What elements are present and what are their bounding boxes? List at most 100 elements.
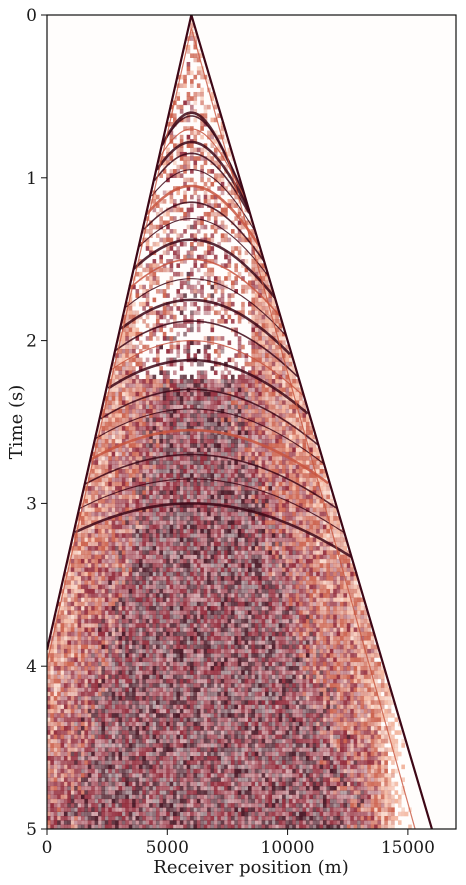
coda-cell: [162, 773, 167, 778]
coda-cell: [203, 310, 208, 316]
coda-cell: [190, 468, 194, 474]
coda-cell: [74, 614, 78, 620]
coda-cell: [104, 773, 109, 778]
coda-cell: [183, 815, 187, 821]
coda-cell: [159, 408, 163, 414]
coda-cell: [196, 593, 201, 598]
coda-cell: [183, 74, 187, 80]
coda-cell: [169, 379, 174, 384]
coda-cell: [176, 648, 181, 654]
coda-cell: [84, 644, 88, 650]
coda-cell: [115, 606, 119, 611]
coda-cell: [118, 700, 123, 705]
coda-cell: [190, 708, 194, 714]
coda-cell: [190, 374, 194, 380]
coda-cell: [67, 713, 71, 718]
coda-cell: [47, 773, 51, 778]
coda-cell: [196, 777, 201, 783]
coda-cell: [169, 276, 174, 281]
coda-cell: [121, 666, 126, 671]
coda-cell: [183, 636, 187, 641]
coda-cell: [138, 593, 143, 598]
coda-cell: [203, 160, 208, 166]
coda-cell: [149, 661, 153, 667]
coda-cell: [190, 151, 194, 157]
coda-cell: [111, 387, 116, 393]
coda-cell: [152, 310, 157, 316]
coda-cell: [186, 533, 191, 538]
coda-cell: [87, 786, 92, 791]
coda-cell: [138, 610, 143, 615]
coda-cell: [152, 413, 157, 418]
coda-cell: [121, 460, 126, 465]
coda-cell: [121, 661, 126, 667]
coda-cell: [183, 623, 187, 628]
coda-cell: [149, 657, 153, 663]
coda-cell: [193, 383, 198, 388]
coda-cell: [186, 91, 191, 97]
coda-cell: [50, 726, 54, 731]
coda-cell: [173, 700, 177, 705]
coda-cell: [132, 824, 136, 829]
coda-cell: [196, 773, 201, 778]
coda-cell: [155, 289, 160, 294]
coda-cell: [132, 610, 136, 615]
coda-cell: [162, 306, 167, 311]
coda-cell: [142, 447, 146, 453]
coda-cell: [101, 563, 106, 568]
coda-cell: [87, 756, 92, 761]
coda-cell: [169, 554, 174, 560]
coda-cell: [111, 473, 116, 478]
coda-cell: [135, 498, 140, 504]
coda-cell: [104, 653, 109, 658]
coda-cell: [94, 511, 99, 517]
coda-cell: [183, 241, 187, 247]
coda-cell: [190, 790, 194, 795]
coda-cell: [169, 571, 174, 577]
coda-cell: [169, 687, 174, 693]
coda-cell: [196, 824, 201, 829]
coda-cell: [138, 614, 143, 620]
coda-cell: [121, 815, 126, 821]
coda-cell: [169, 421, 174, 427]
coda-cell: [193, 246, 198, 251]
coda-cell: [179, 691, 184, 697]
coda-cell: [200, 721, 204, 727]
coda-cell: [138, 400, 143, 406]
coda-cell: [98, 481, 102, 487]
coda-cell: [138, 666, 143, 671]
coda-cell: [145, 700, 150, 705]
coda-cell: [159, 486, 163, 491]
coda-cell: [84, 494, 88, 500]
coda-cell: [166, 507, 170, 513]
coda-cell: [166, 691, 170, 697]
coda-cell: [152, 713, 157, 718]
coda-cell: [84, 533, 88, 538]
coda-cell: [135, 293, 140, 298]
coda-cell: [125, 674, 129, 680]
coda-cell: [115, 708, 119, 714]
coda-cell: [53, 696, 58, 701]
coda-cell: [74, 644, 78, 650]
coda-cell: [176, 644, 181, 650]
coda-cell: [118, 383, 123, 388]
coda-cell: [70, 786, 75, 791]
coda-cell: [173, 216, 177, 221]
coda-cell: [159, 391, 163, 397]
coda-cell: [162, 627, 167, 633]
coda-cell: [159, 798, 163, 804]
coda-cell: [179, 533, 184, 538]
coda-cell: [152, 786, 157, 791]
coda-cell: [166, 160, 170, 166]
coda-cell: [152, 199, 157, 204]
coda-cell: [196, 678, 201, 684]
coda-cell: [125, 743, 129, 748]
coda-cell: [87, 520, 92, 525]
coda-cell: [186, 254, 191, 260]
coda-cell: [53, 730, 58, 735]
coda-cell: [200, 511, 204, 517]
coda-cell: [108, 571, 112, 577]
coda-cell: [183, 169, 187, 174]
coda-cell: [203, 610, 208, 615]
coda-cell: [87, 803, 92, 808]
